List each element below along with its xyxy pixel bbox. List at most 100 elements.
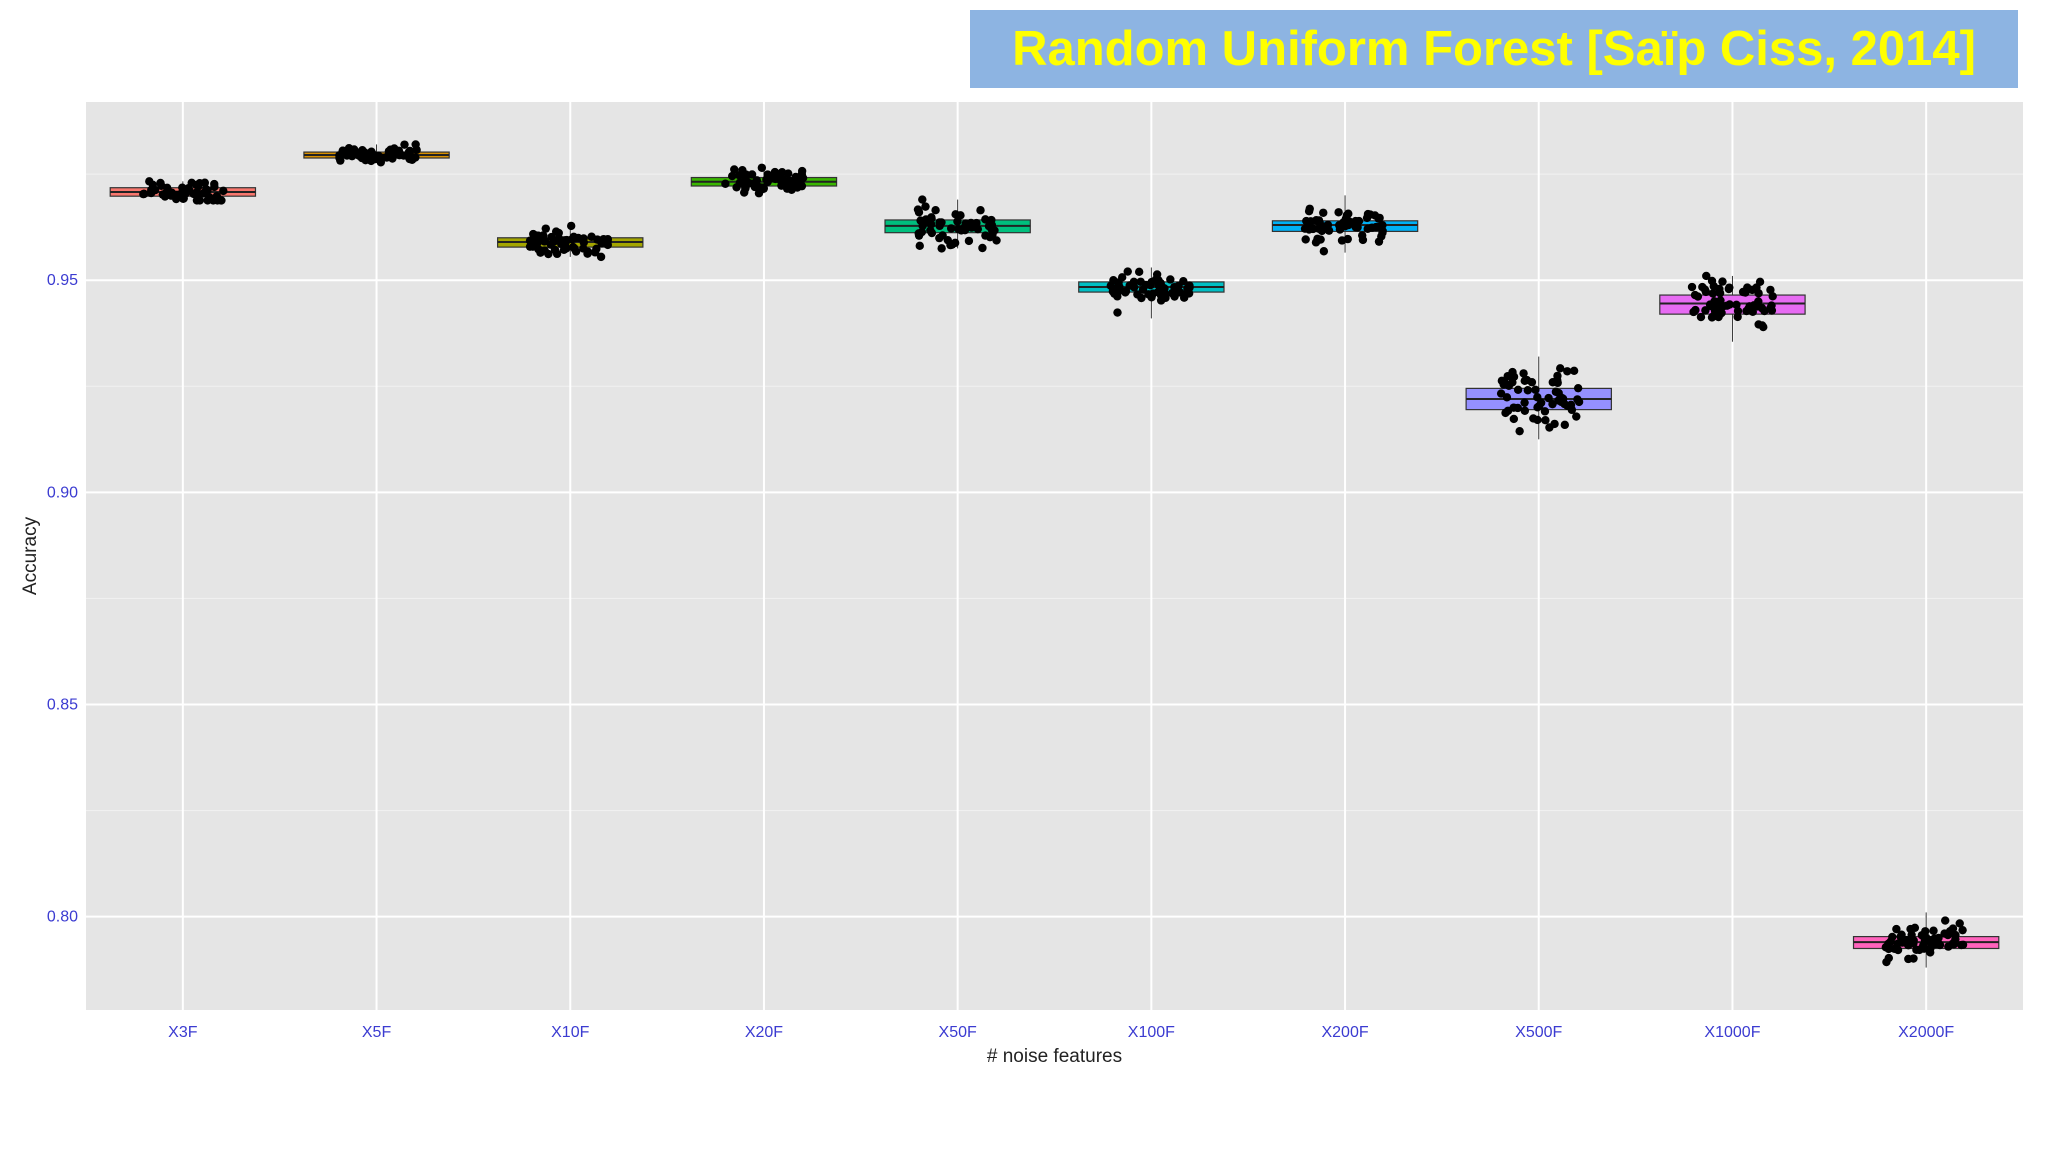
data-point-x50f bbox=[931, 205, 940, 215]
data-point-x20f bbox=[721, 179, 730, 188]
data-point-x3f bbox=[187, 178, 196, 187]
data-point-x20f bbox=[797, 166, 807, 176]
data-point-x200f bbox=[1370, 211, 1380, 220]
data-point-x100f bbox=[1185, 283, 1194, 292]
data-point-x3f bbox=[156, 178, 165, 188]
data-point-x50f bbox=[937, 244, 946, 253]
data-point-x50f bbox=[978, 243, 987, 253]
data-point-x50f bbox=[935, 233, 944, 243]
data-point-x200f bbox=[1344, 209, 1353, 218]
data-point-x5f bbox=[338, 146, 347, 156]
data-point-x500f bbox=[1531, 385, 1540, 394]
data-point-x500f bbox=[1509, 372, 1519, 381]
data-point-x1000f bbox=[1689, 307, 1698, 317]
data-point-x500f bbox=[1569, 366, 1579, 375]
data-point-x1000f bbox=[1742, 306, 1751, 316]
y-axis-title: Accuracy bbox=[20, 516, 41, 595]
data-point-x1000f bbox=[1724, 284, 1734, 294]
data-point-x100f bbox=[1112, 284, 1121, 294]
data-point-x10f bbox=[541, 224, 550, 233]
data-point-x500f bbox=[1560, 420, 1570, 430]
data-point-x1000f bbox=[1754, 289, 1763, 298]
x-tick-label: X50F bbox=[939, 1024, 977, 1041]
data-point-x10f bbox=[570, 244, 579, 253]
data-point-x10f bbox=[551, 227, 561, 236]
data-point-x2000f bbox=[1898, 938, 1907, 947]
data-point-x200f bbox=[1311, 238, 1321, 247]
data-point-x500f bbox=[1534, 401, 1544, 411]
data-point-x200f bbox=[1302, 216, 1311, 226]
data-point-x20f bbox=[738, 165, 747, 175]
data-point-x3f bbox=[203, 186, 212, 195]
data-point-x1000f bbox=[1696, 312, 1706, 322]
data-point-x500f bbox=[1533, 415, 1542, 425]
data-point-x3f bbox=[219, 186, 228, 196]
x-tick-label: X2000F bbox=[1898, 1024, 1954, 1041]
data-point-x50f bbox=[918, 195, 927, 204]
data-point-x200f bbox=[1304, 206, 1314, 216]
data-point-x500f bbox=[1519, 369, 1528, 378]
data-point-x1000f bbox=[1707, 313, 1717, 322]
data-point-x2000f bbox=[1929, 926, 1938, 935]
data-point-x2000f bbox=[1919, 944, 1929, 953]
data-point-x1000f bbox=[1749, 301, 1759, 310]
data-point-x50f bbox=[946, 240, 955, 250]
data-point-x100f bbox=[1170, 292, 1179, 301]
data-point-x2000f bbox=[1944, 942, 1953, 951]
data-point-x2000f bbox=[1909, 954, 1918, 963]
data-point-x20f bbox=[770, 167, 780, 177]
data-point-x20f bbox=[758, 184, 767, 194]
data-point-x500f bbox=[1501, 408, 1510, 418]
y-tick-label: 0.90 bbox=[47, 484, 78, 501]
data-point-x1000f bbox=[1717, 308, 1726, 318]
data-point-x200f bbox=[1312, 215, 1321, 225]
data-point-x1000f bbox=[1702, 271, 1711, 281]
x-tick-label: X1000F bbox=[1704, 1024, 1760, 1041]
data-point-x10f bbox=[537, 234, 546, 243]
data-point-x2000f bbox=[1921, 927, 1930, 936]
data-point-x20f bbox=[757, 163, 767, 172]
data-point-x1000f bbox=[1701, 287, 1711, 297]
data-point-x10f bbox=[525, 236, 535, 245]
data-point-x50f bbox=[987, 225, 996, 234]
data-point-x2000f bbox=[1884, 939, 1893, 949]
data-point-x500f bbox=[1520, 398, 1529, 407]
data-point-x3f bbox=[147, 188, 156, 198]
data-point-x100f bbox=[1113, 308, 1122, 317]
data-point-x100f bbox=[1179, 293, 1189, 302]
data-point-x20f bbox=[741, 173, 750, 182]
data-point-x200f bbox=[1375, 222, 1384, 232]
data-point-x20f bbox=[798, 173, 808, 183]
data-point-x1000f bbox=[1741, 288, 1750, 297]
data-point-x500f bbox=[1513, 385, 1523, 394]
data-point-x1000f bbox=[1732, 300, 1741, 310]
data-point-x50f bbox=[914, 208, 924, 217]
data-point-x100f bbox=[1154, 275, 1163, 285]
jitter-point-layer bbox=[139, 140, 1968, 967]
data-point-x10f bbox=[561, 242, 570, 251]
data-point-x20f bbox=[747, 170, 757, 179]
data-point-x1000f bbox=[1710, 306, 1720, 316]
y-tick-label: 0.95 bbox=[47, 272, 78, 289]
data-point-x100f bbox=[1109, 276, 1118, 285]
data-point-x10f bbox=[566, 221, 576, 231]
data-point-x20f bbox=[752, 176, 762, 185]
data-point-x500f bbox=[1509, 414, 1519, 424]
data-point-x2000f bbox=[1890, 944, 1899, 954]
data-point-x200f bbox=[1367, 223, 1377, 232]
banner-title: Random Uniform Forest [Saïp Ciss, 2014] bbox=[1012, 22, 1976, 76]
y-tick-label: 0.85 bbox=[47, 697, 78, 714]
data-point-x50f bbox=[946, 224, 956, 233]
data-point-x5f bbox=[372, 154, 382, 163]
data-point-x3f bbox=[210, 179, 219, 189]
data-point-x2000f bbox=[1948, 924, 1958, 933]
data-point-x500f bbox=[1572, 412, 1581, 421]
data-point-x100f bbox=[1134, 267, 1144, 277]
data-point-x2000f bbox=[1892, 924, 1901, 934]
data-point-x500f bbox=[1520, 376, 1529, 386]
data-point-x50f bbox=[916, 216, 925, 225]
data-point-x500f bbox=[1553, 371, 1562, 381]
data-point-x200f bbox=[1343, 234, 1352, 244]
data-point-x1000f bbox=[1701, 306, 1710, 315]
data-point-x2000f bbox=[1941, 916, 1950, 925]
